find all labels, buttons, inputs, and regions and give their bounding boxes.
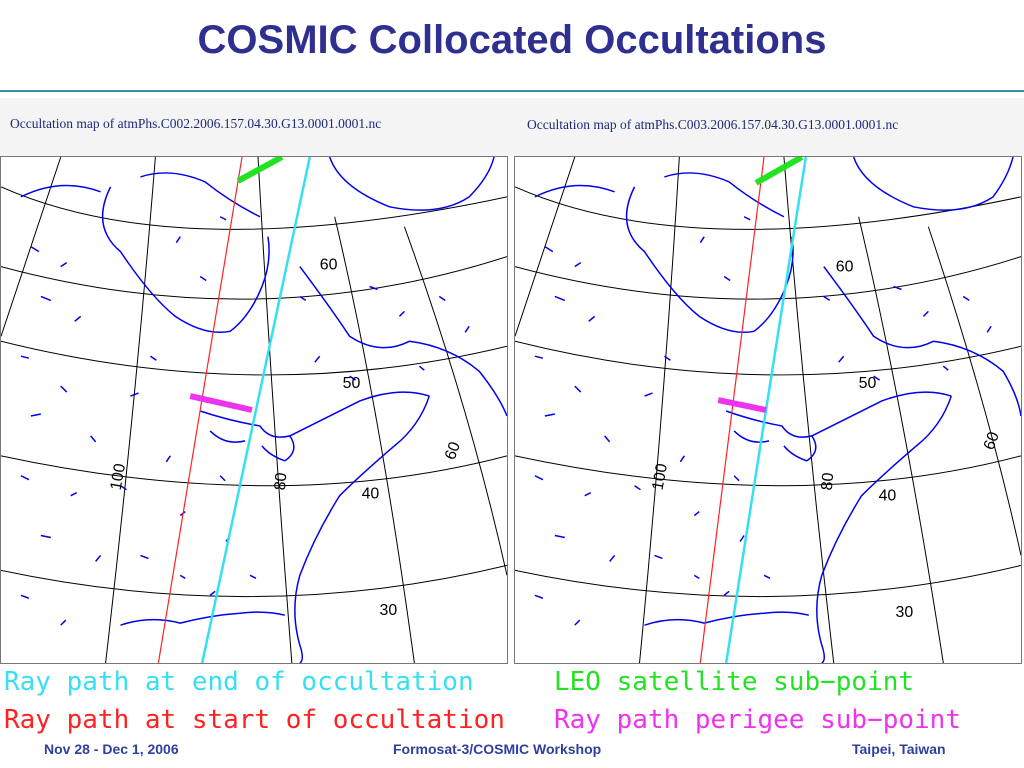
gulf-coast: [120, 611, 286, 626]
perigee-subpoint-line: [189, 393, 253, 413]
lon-label-100: 100: [108, 462, 129, 491]
great-lakes: [725, 410, 817, 462]
lat-label-60: 60: [836, 259, 854, 276]
meridian-70: [403, 226, 507, 576]
slide-title: COSMIC Collocated Occultations: [197, 18, 827, 62]
lon-label-60: 60: [442, 440, 464, 463]
greenland-coast: [852, 157, 1014, 211]
ray-start-line: [157, 157, 243, 663]
legend-ray-end: Ray path at end of occultation: [4, 667, 474, 697]
title-divider: [0, 90, 1024, 92]
parallel-70: [515, 186, 1021, 230]
lon-label-60: 60: [981, 430, 1003, 453]
lat-label-40: 40: [879, 488, 897, 505]
parallel-30: [1, 564, 507, 598]
leo-subpoint-line: [236, 157, 284, 184]
labrador-coast: [299, 266, 507, 417]
hudson-bay-coast: [101, 186, 270, 333]
meridian-100: [639, 157, 680, 663]
occultation-map-right[interactable]: 60 50 40 30 100 80 60: [514, 156, 1022, 664]
st-lawrence: [289, 391, 430, 437]
meridian-100: [105, 157, 156, 663]
map-left-canvas: 60 50 40 30 100 80 60: [1, 157, 507, 663]
northern-lake-marks: [175, 216, 470, 381]
lat-label-60: 60: [320, 257, 338, 274]
lon-label-100: 100: [650, 462, 671, 491]
meridian-90: [783, 157, 835, 663]
labrador-coast: [823, 266, 1021, 417]
ray-start-line: [699, 157, 765, 663]
map-caption-left: Occultation map of atmPhs.C002.2006.157.…: [10, 116, 382, 131]
west-lake-marks: [534, 246, 771, 626]
northern-lake-marks: [699, 216, 992, 381]
legend-ray-start: Ray path at start of occultation: [4, 705, 505, 735]
lat-label-30: 30: [895, 604, 913, 621]
legend-leo-subpoint: LEO satellite sub−point: [554, 667, 915, 697]
parallel-50: [515, 340, 1021, 376]
parallel-60: [515, 256, 1021, 300]
west-lake-marks: [20, 246, 257, 626]
footer-date: Nov 28 - Dec 1, 2006: [44, 741, 179, 757]
parallel-40: [515, 455, 1021, 487]
parallel-70: [1, 186, 507, 230]
map-right-canvas: 60 50 40 30 100 80 60: [515, 157, 1021, 663]
lat-label-50: 50: [859, 375, 877, 392]
legend-perigee-subpoint: Ray path perigee sub−point: [554, 705, 961, 735]
map-caption-right: Occultation map of atmPhs.C003.2006.157.…: [527, 117, 899, 132]
meridian-90: [257, 157, 293, 663]
lat-label-30: 30: [380, 602, 398, 619]
parallel-50: [1, 340, 507, 376]
meridian-70: [927, 226, 1021, 556]
footer-event: Formosat-3/COSMIC Workshop: [393, 741, 602, 757]
st-lawrence: [811, 391, 952, 437]
lat-label-40: 40: [362, 486, 380, 503]
gulf-coast: [644, 611, 810, 626]
lat-label-50: 50: [343, 375, 361, 392]
parallel-30: [515, 564, 1021, 598]
meridian-110: [1, 157, 62, 337]
caption-bar: [0, 98, 1024, 156]
leo-subpoint-line: [754, 157, 804, 186]
footer-location: Taipei, Taiwan: [852, 741, 946, 757]
arctic-coast: [20, 172, 261, 218]
arctic-coast: [534, 172, 785, 218]
meridian-80: [858, 216, 944, 663]
ray-end-line: [200, 157, 311, 663]
occultation-map-left[interactable]: 60 50 40 30 100 80 60: [0, 156, 508, 664]
parallel-40: [1, 455, 507, 487]
lon-label-80: 80: [819, 472, 837, 491]
meridian-80: [334, 216, 415, 663]
lon-label-80: 80: [272, 472, 290, 491]
atlantic-coast: [816, 395, 952, 663]
greenland-coast: [328, 157, 495, 211]
atlantic-coast: [294, 395, 431, 663]
parallel-60: [1, 256, 507, 300]
perigee-subpoint-line: [717, 397, 767, 413]
